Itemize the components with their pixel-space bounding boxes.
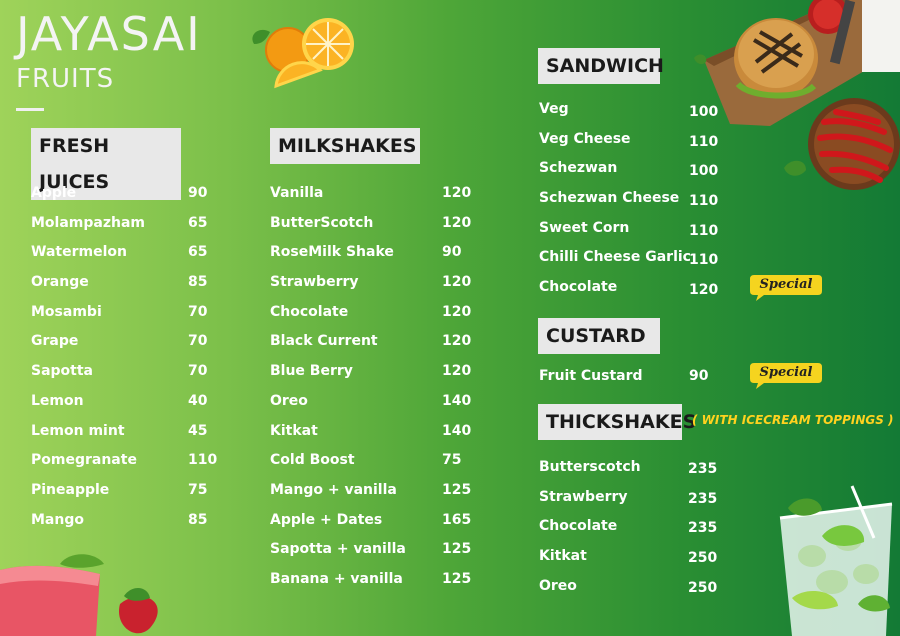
- list-item: Mango + vanilla 125: [270, 481, 472, 498]
- list-item: Mosambi 70: [31, 303, 208, 320]
- list-item: Chocolate 120: [270, 303, 472, 320]
- milkshakes-list: Vanilla 120 ButterScotch 120 RoseMilk Shak…: [270, 183, 490, 599]
- list-item: Strawberry 235: [539, 488, 718, 507]
- list-item: Oreo 140: [270, 392, 472, 409]
- list-item: Lemon mint 45: [31, 422, 208, 439]
- list-item: Vanilla 120: [270, 185, 472, 201]
- list-item: Kitkat 250: [539, 548, 718, 567]
- list-item: Schezwan 100: [539, 160, 719, 180]
- list-item: Chocolate 120: [539, 279, 719, 299]
- list-item: Cold Boost 75: [270, 452, 462, 469]
- list-item: Apple + Dates 165: [270, 511, 472, 528]
- list-item: Chocolate 235: [539, 518, 718, 537]
- list-item: Strawberry 120: [270, 274, 472, 291]
- brand-block: JAYASAI FRUITS: [16, 6, 202, 111]
- custard-title: CUSTARD: [538, 318, 660, 354]
- list-item: Oreo 250: [539, 577, 718, 596]
- orange-slices-image: [252, 18, 354, 89]
- special-badge: Special: [750, 361, 822, 389]
- list-item: Watermelon 65: [31, 244, 208, 261]
- sandwich-title: SANDWICH: [538, 48, 664, 84]
- list-item: RoseMilk Shake 90: [270, 244, 462, 261]
- list-item: Kitkat 140: [270, 422, 472, 439]
- milkshakes-title: MILKSHAKES: [270, 128, 420, 164]
- list-item: Pineapple 75: [31, 481, 208, 498]
- custard-list: Fruit Custard 90: [539, 366, 719, 396]
- list-item: Sapotta 70: [31, 363, 208, 380]
- badge-shape-icon: [750, 363, 822, 389]
- list-item: Apple 90: [31, 185, 208, 201]
- list-item: ButterScotch 120: [270, 214, 472, 231]
- list-item: Sweet Corn 110: [539, 219, 719, 239]
- sandwich-list: Veg 100 Veg Cheese 110 Schezwan 100 Schezwa…: [539, 99, 719, 307]
- list-item: Orange 85: [31, 274, 208, 291]
- thickshakes-title: THICKSHAKES: [538, 404, 696, 440]
- brand-name: JAYASAI: [16, 7, 202, 61]
- brand-subtitle: FRUITS: [16, 64, 115, 94]
- list-item: Banana + vanilla 125: [270, 570, 472, 587]
- special-badge-label: Special: [759, 277, 813, 292]
- list-item: Veg 100: [539, 101, 719, 120]
- burger-board-image: [694, 0, 900, 126]
- brand-underline: [16, 108, 44, 111]
- list-item: Molampazham 65: [31, 214, 208, 231]
- list-item: Butterscotch 235: [539, 459, 718, 477]
- fresh-juices-title: FRESH JUICES: [31, 128, 181, 200]
- thickshakes-list: Butterscotch 235 Strawberry 235 Chocolate 2…: [539, 457, 719, 605]
- fresh-juices-list: Apple 90 Molampazham 65 Watermelon 65 Orang…: [31, 183, 231, 539]
- list-item: Grape 70: [31, 333, 208, 350]
- lime-mojito-image: [779, 485, 893, 636]
- list-item: Pomegranate 110: [31, 452, 218, 469]
- list-item: Schezwan Cheese 110: [539, 190, 719, 210]
- special-badge: Special: [750, 273, 822, 301]
- list-item: Sapotta + vanilla 125: [270, 541, 472, 558]
- thickshakes-note: ( WITH ICECREAM TOPPINGS ): [692, 413, 894, 427]
- list-item: Chilli Cheese Garlic 110: [539, 249, 719, 269]
- red-chillies-image: [784, 98, 900, 190]
- badge-shape-icon: [750, 275, 822, 301]
- list-item: Veg Cheese 110: [539, 130, 719, 150]
- list-item: Blue Berry 120: [270, 363, 472, 380]
- special-badge-label: Special: [759, 365, 813, 380]
- strawberry-juice-image: [0, 554, 158, 636]
- list-item: Mango 85: [31, 511, 208, 528]
- list-item: Lemon 40: [31, 392, 208, 409]
- list-item: Black Current 120: [270, 333, 472, 350]
- list-item: Fruit Custard 90: [539, 368, 709, 384]
